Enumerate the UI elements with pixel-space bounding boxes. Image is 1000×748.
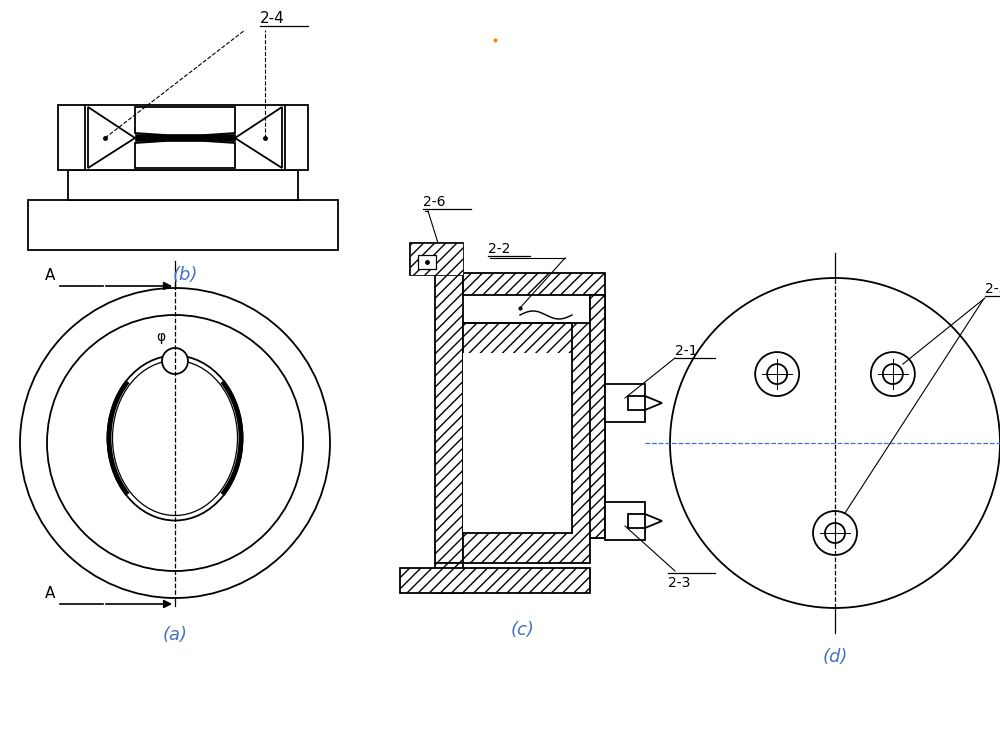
Polygon shape <box>605 502 645 540</box>
Polygon shape <box>235 107 282 168</box>
Text: 2-5: 2-5 <box>985 282 1000 296</box>
Bar <box>410 243 463 275</box>
Text: (d): (d) <box>822 648 848 666</box>
Polygon shape <box>135 107 235 168</box>
Text: (b): (b) <box>172 266 198 284</box>
Polygon shape <box>400 568 590 593</box>
Bar <box>135 133 235 141</box>
Text: 2-1: 2-1 <box>675 344 697 358</box>
Polygon shape <box>463 353 572 533</box>
Polygon shape <box>463 295 605 563</box>
Polygon shape <box>435 563 463 593</box>
Polygon shape <box>645 514 662 528</box>
Bar <box>58 105 308 170</box>
Circle shape <box>162 348 188 374</box>
Text: A: A <box>45 586 55 601</box>
Text: 2-6: 2-6 <box>423 195 445 209</box>
Polygon shape <box>435 273 463 563</box>
Text: 2-3: 2-3 <box>668 576 690 590</box>
Text: (c): (c) <box>511 621 534 639</box>
Text: 2-2: 2-2 <box>488 242 510 256</box>
Bar <box>68 170 298 200</box>
Bar <box>418 255 436 269</box>
Bar <box>410 243 463 275</box>
Polygon shape <box>590 295 605 538</box>
Polygon shape <box>605 384 645 422</box>
Polygon shape <box>88 107 135 168</box>
Text: φ: φ <box>156 330 166 344</box>
Text: A: A <box>45 268 55 283</box>
Bar <box>28 200 338 250</box>
Text: 2-4: 2-4 <box>260 11 285 26</box>
Text: (a): (a) <box>162 626 188 644</box>
Polygon shape <box>463 273 605 295</box>
Polygon shape <box>645 396 662 410</box>
